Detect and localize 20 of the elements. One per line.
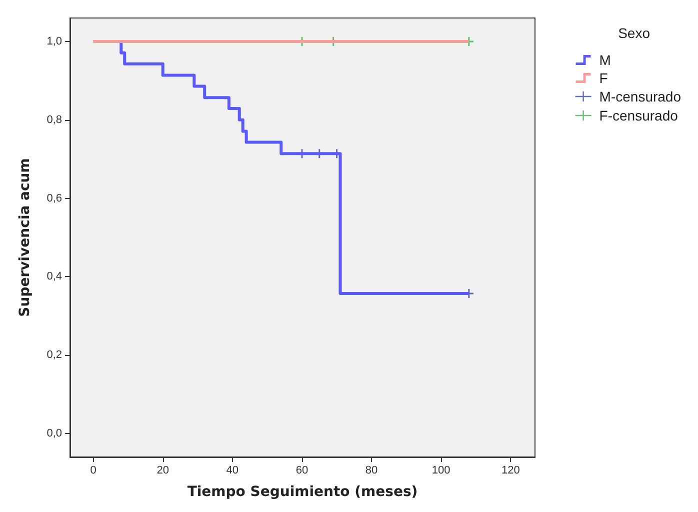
x-axis-title: Tiempo Seguimiento (meses) bbox=[187, 484, 418, 500]
legend-label: F bbox=[599, 70, 608, 86]
x-tick-label: 100 bbox=[432, 464, 450, 476]
x-tick-label: 0 bbox=[90, 464, 96, 476]
y-axis-title: Supervivencia acum bbox=[17, 158, 33, 317]
x-tick-label: 80 bbox=[365, 464, 378, 476]
legend-label: M bbox=[599, 52, 611, 68]
legend-title: Sexo bbox=[618, 25, 650, 41]
y-tick-label: 0,4 bbox=[46, 270, 62, 283]
y-tick-label: 0,0 bbox=[46, 427, 62, 440]
legend-label: F-censurado bbox=[599, 108, 678, 124]
y-tick-label: 0,2 bbox=[46, 349, 62, 362]
x-tick-label: 40 bbox=[226, 464, 239, 476]
y-tick-label: 1,0 bbox=[46, 36, 62, 48]
x-tick-label: 20 bbox=[156, 464, 169, 476]
y-tick-label: 0,6 bbox=[46, 192, 62, 204]
y-tick-label: 0,8 bbox=[46, 114, 62, 126]
x-tick-label: 120 bbox=[501, 464, 520, 476]
x-tick-label: 60 bbox=[296, 464, 308, 476]
legend-label: M-censurado bbox=[599, 88, 682, 104]
